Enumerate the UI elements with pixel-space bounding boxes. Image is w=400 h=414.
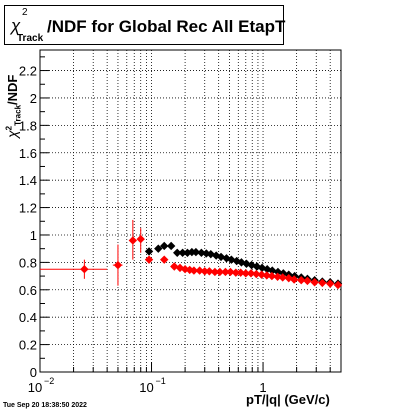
data-point [215,267,225,277]
data-point [310,278,319,287]
title-chi-symbol: χ [11,16,21,35]
data-point [267,271,277,281]
data-point [154,244,163,253]
data-point [246,269,256,278]
data-point [191,247,201,257]
data-point [166,241,176,251]
y-tick-label: 0 [30,365,37,380]
data-point [128,236,138,245]
y-tick-label: 0.4 [19,310,37,325]
data-point [175,263,185,273]
title-box: χ 2 Track /NDF for Global Rec All EtapT [4,5,286,45]
title-superscript: 2 [22,7,28,18]
data-point [297,275,306,285]
data-point [236,268,245,277]
y-tick-label: 1.8 [19,118,37,133]
data-point [241,269,250,278]
data-point [200,267,209,276]
x-tick-exponent: −1 [156,376,166,386]
y-axis-label: χ2Track/NDF [4,58,34,138]
data-point [113,260,123,270]
data-point [170,262,179,271]
tick-labels: 00.20.40.60.811.21.41.61.822.210 −2 10 −1 1 [19,64,267,395]
data-point [180,265,190,274]
data-point [262,271,271,280]
x-tick-label: 10 [28,380,42,395]
y-tick-label: 2.2 [19,64,37,79]
y-tick-label: 1.2 [19,201,37,216]
data-point [173,248,182,257]
data-point [278,273,287,282]
ylabel-superscript: 2 [4,125,14,131]
data-point [189,266,199,275]
chart-title: /NDF for Global Rec All EtapT [47,17,286,36]
data-point [178,248,187,257]
y-tick-label: 1 [30,228,37,243]
data-point [160,241,169,251]
x-axis-label: pT/|q| (GeV/c) [246,392,330,407]
data-point [160,255,169,264]
y-tick-label: 0.8 [19,255,37,270]
y-tick-label: 1.4 [19,173,37,188]
data-point [80,265,89,274]
data-marks [40,219,343,290]
data-point [136,234,145,244]
data-point [318,278,327,288]
y-tick-label: 0.6 [19,283,37,298]
data-point [289,275,299,284]
title-subscript: Track [17,33,44,44]
data-point [252,269,261,279]
x-tick-label: 1 [259,380,266,395]
x-tick-label: 10 [139,380,153,395]
y-tick-label: 0.2 [19,338,37,353]
data-point [210,267,220,277]
data-point [273,272,282,281]
axis-ticks [39,56,342,373]
x-tick-exponent: −2 [44,376,54,386]
data-point [303,276,312,286]
data-point [226,267,235,277]
data-point [325,279,335,288]
data-point [268,266,277,275]
grid-lines [40,50,342,372]
data-point [231,268,241,277]
y-tick-label: 2 [30,91,37,106]
ylabel-subscript: Track [13,104,23,126]
data-point [195,266,204,275]
data-point [202,249,211,258]
data-point [237,258,246,267]
data-point [205,267,214,276]
data-point [144,247,154,256]
ylabel-chi-symbol: χ [4,130,20,138]
data-point [221,267,230,277]
data-point [333,280,343,290]
y-tick-label: 1.6 [19,146,37,161]
data-point [144,255,154,264]
data-point [257,270,266,279]
plot-frame [39,49,342,373]
data-point [197,248,206,257]
timestamp: Tue Sep 20 18:38:50 2022 [3,402,87,409]
ylabel-text: /NDF [5,74,20,105]
